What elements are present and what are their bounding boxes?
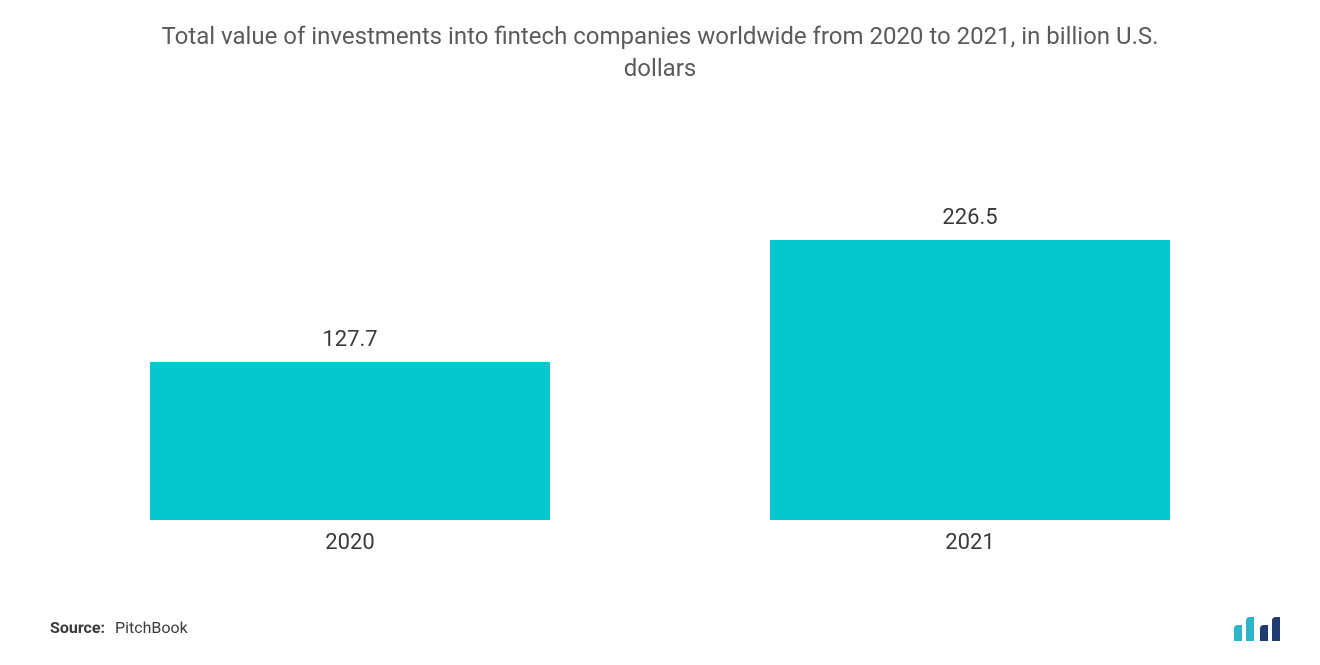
source-text: PitchBook bbox=[115, 618, 188, 637]
source-label: Source: bbox=[50, 618, 105, 637]
bar-group-1: 226.5 bbox=[770, 205, 1170, 520]
brand-logo-icon bbox=[1232, 607, 1292, 643]
x-axis-labels: 2020 2021 bbox=[0, 530, 1320, 555]
bar-1 bbox=[770, 240, 1170, 520]
chart-plot-area: 127.7 226.5 bbox=[0, 150, 1320, 520]
x-label-1: 2021 bbox=[770, 530, 1170, 555]
logo-bar-3 bbox=[1272, 617, 1280, 641]
bar-value-0: 127.7 bbox=[322, 327, 377, 352]
logo-bar-2 bbox=[1260, 625, 1268, 641]
bar-0 bbox=[150, 362, 550, 520]
source-attribution: Source: PitchBook bbox=[50, 618, 188, 637]
logo-bar-0 bbox=[1234, 625, 1242, 641]
bar-value-1: 226.5 bbox=[942, 205, 997, 230]
x-label-0: 2020 bbox=[150, 530, 550, 555]
logo-bar-1 bbox=[1246, 617, 1254, 641]
chart-title: Total value of investments into fintech … bbox=[0, 0, 1320, 85]
bar-group-0: 127.7 bbox=[150, 327, 550, 520]
